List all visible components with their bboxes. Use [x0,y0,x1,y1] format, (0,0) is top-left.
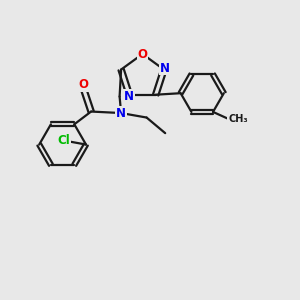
Text: Cl: Cl [58,134,70,146]
Text: N: N [116,106,126,119]
Text: N: N [160,61,170,74]
Text: O: O [79,78,88,91]
Text: CH₃: CH₃ [228,114,248,124]
Text: N: N [124,90,134,103]
Text: O: O [137,47,148,61]
